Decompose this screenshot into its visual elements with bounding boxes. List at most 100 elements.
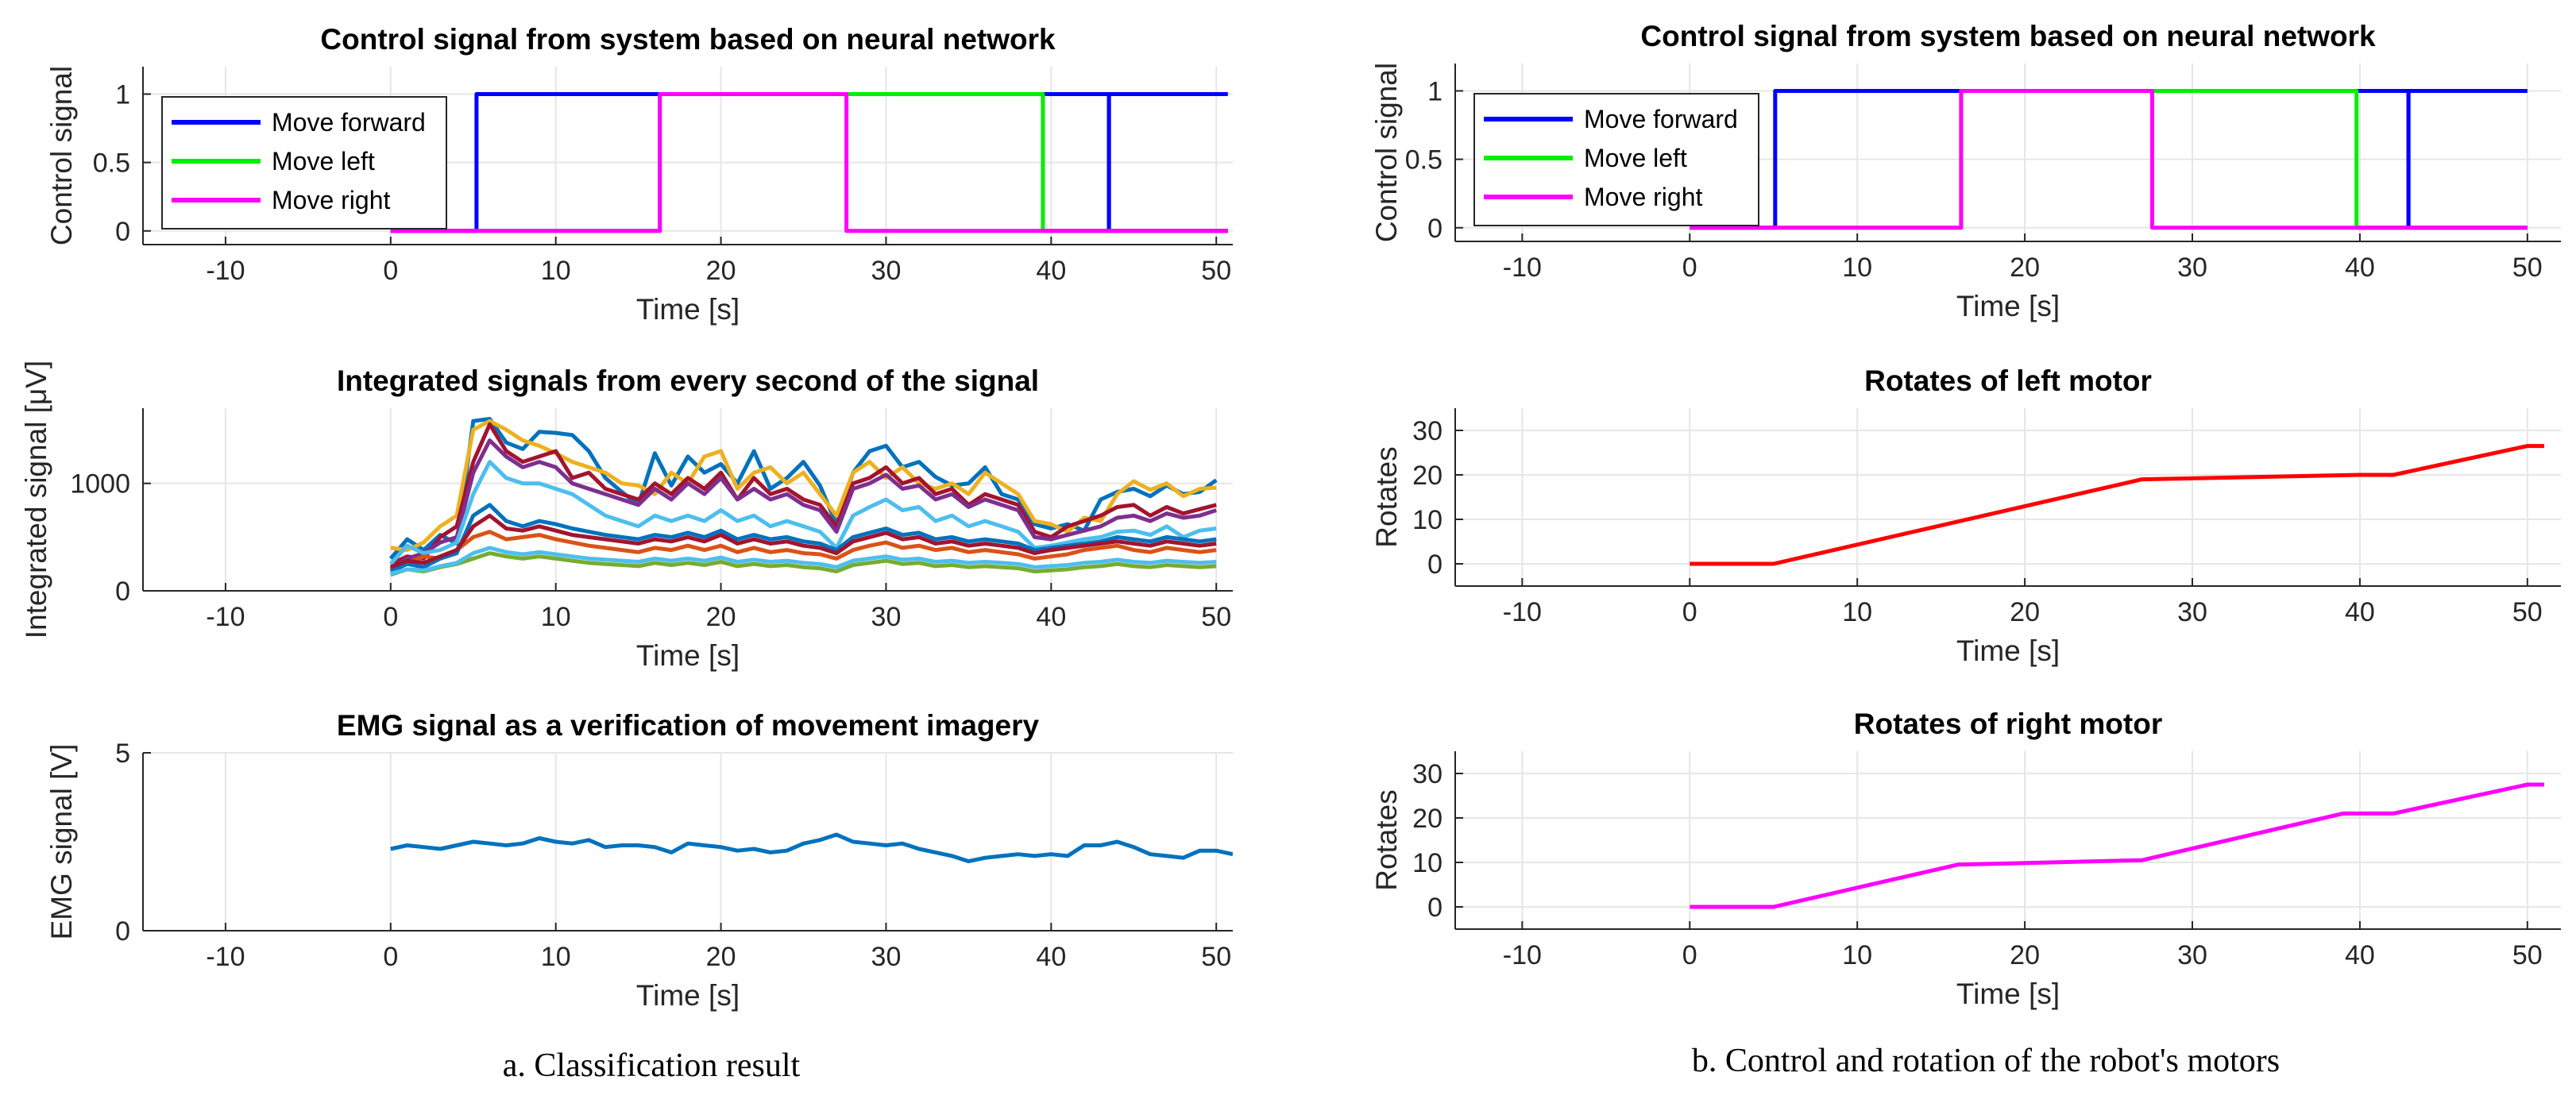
x-tick-label: 30 [2177,597,2207,627]
series-line-move-right [1690,89,2528,230]
x-tick-label: 40 [2345,253,2375,283]
x-tick-label: 40 [2345,940,2375,970]
x-tick-label: 10 [541,942,571,972]
y-tick-label: 0 [1427,550,1442,580]
y-tick-label: 10 [1412,848,1442,878]
series-line-ch8 [389,503,1217,573]
y-tick-label: 0 [115,577,130,607]
x-tick-label: 30 [871,942,902,972]
x-tick-label: -10 [206,602,245,632]
series-line-ch9 [389,513,1217,569]
y-tick-label: 1000 [70,469,130,499]
y-tick-label: 1 [115,79,130,110]
y-tick-label: 5 [115,739,130,769]
y-axis-label: Integrated signal [μV] [20,361,52,638]
x-tick-label: 30 [2177,253,2207,283]
chart-b2: -10 0 10 20 30 40 50 0 10 20 30 Rotates of left mot… [1370,364,2561,667]
x-axis-label: Time [s] [1956,634,2060,667]
series-group [390,92,1228,233]
series-group [1690,782,2544,909]
caption-a: a. Classification result [502,1047,801,1084]
chart-title: Control signal from system based on neur… [320,23,1056,56]
x-tick-label: 0 [1682,597,1697,627]
x-tick-label: 20 [706,942,736,972]
x-tick-label: 50 [2512,597,2543,627]
legend-label: Move right [272,186,391,214]
chart-b1: -10 0 10 20 30 40 50 0 0.5 1 Control signal from s… [1370,20,2561,322]
y-axis-label: Rotates [1370,446,1403,548]
x-tick-label: 50 [2512,940,2543,970]
y-tick-label: 0 [1427,214,1442,244]
y-tick-label: 20 [1412,804,1442,834]
y-tick-label: 0 [115,217,130,247]
chart-b3: -10 0 10 20 30 40 50 0 10 20 30 Rotates of right mo… [1370,708,2561,1010]
chart-title: Control signal from system based on neur… [1640,20,2376,52]
x-tick-label: 40 [2345,597,2375,627]
y-tick-label: 30 [1412,416,1442,446]
y-tick-label: 20 [1412,461,1442,491]
legend-label: Move left [272,147,375,176]
x-tick-label: -10 [1503,940,1542,970]
x-tick-label: 40 [1036,256,1066,286]
chart-title: Rotates of left motor [1864,364,2152,397]
x-tick-label: 20 [2010,597,2040,627]
x-tick-label: 0 [383,256,398,286]
y-tick-label: 10 [1412,505,1442,535]
y-axis-label: EMG signal [V] [45,744,78,940]
y-tick-label: 1 [1427,76,1442,106]
series-line-ch3 [389,422,1217,566]
series-overlay [2406,89,2528,228]
x-tick-label: 50 [1201,942,1231,972]
series-line-ch6 [389,530,1217,572]
series-group [1690,89,2528,230]
x-axis-label: Time [s] [636,979,740,1012]
chart-a1: -10 0 10 20 30 40 50 0 0.5 1 Control signal from s… [45,23,1233,326]
legend-label: Move forward [1584,105,1738,133]
chart-title: Rotates of right motor [1854,708,2162,740]
legend-label: Move right [1584,183,1703,211]
x-tick-label: 20 [2010,940,2040,970]
caption-b: b. Control and rotation of the robot's m… [1691,1043,2281,1079]
series-line-left-motor [1690,444,2544,566]
series-line-move-right [390,92,1228,233]
series-group [388,417,1218,577]
x-axis-label: Time [s] [1956,290,2060,322]
x-tick-label: 10 [1842,253,1872,283]
y-axis-label: Control signal [45,66,78,245]
x-axis-label: Time [s] [636,293,740,326]
x-tick-label: 0 [1682,253,1697,283]
x-axis-label: Time [s] [1956,978,2060,1010]
x-tick-label: 10 [541,256,571,286]
x-tick-label: 50 [1201,256,1231,286]
chart-title: EMG signal as a verification of movement… [337,709,1040,742]
y-tick-label: 30 [1412,759,1442,789]
x-tick-label: 30 [871,256,902,286]
series-line-ch4 [389,438,1217,571]
series-line-ch7 [390,551,1217,577]
y-axis-label: Control signal [1370,63,1403,242]
y-tick-label: 0.5 [1405,145,1442,176]
y-tick-label: 0 [115,916,130,947]
series-line-ch5 [388,460,1217,565]
x-tick-label: 20 [706,256,736,286]
x-tick-label: 40 [1036,602,1066,632]
x-tick-label: -10 [206,256,245,286]
series-group [390,832,1233,864]
x-tick-label: -10 [1503,597,1542,627]
x-tick-label: 20 [706,602,736,632]
x-tick-label: 30 [871,602,902,632]
series-line-ch10 [390,546,1217,576]
series-group [1690,444,2544,566]
x-tick-label: 0 [1682,940,1697,970]
x-axis-label: Time [s] [636,639,740,672]
x-tick-label: 10 [541,602,571,632]
x-tick-label: 0 [383,602,398,632]
x-tick-label: 20 [2010,253,2040,283]
y-axis-label: Rotates [1370,789,1403,891]
x-tick-label: 10 [1842,597,1872,627]
chart-a3: -10 0 10 20 30 40 50 0 5 EMG signal as a verifica… [45,709,1233,1012]
x-tick-label: 30 [2177,940,2207,970]
legend-label: Move left [1584,144,1687,172]
y-tick-label: 0 [1427,893,1442,923]
